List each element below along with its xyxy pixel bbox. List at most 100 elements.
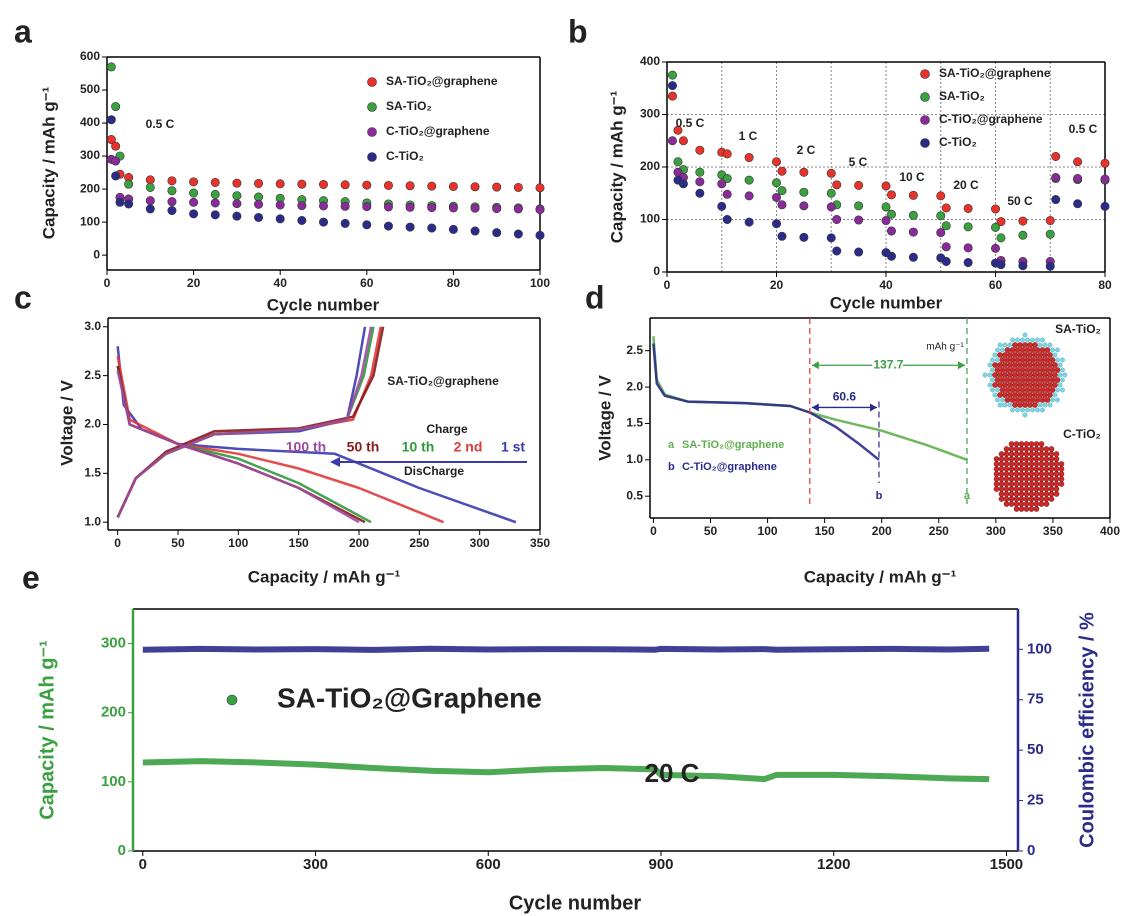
atom bbox=[1028, 461, 1035, 467]
atom bbox=[1039, 397, 1046, 403]
panel-letter: d bbox=[585, 279, 605, 315]
atom bbox=[1009, 347, 1016, 353]
data-point bbox=[936, 211, 946, 221]
data-point bbox=[362, 180, 372, 190]
atom bbox=[1052, 372, 1058, 378]
atom bbox=[1002, 342, 1008, 348]
data-point bbox=[448, 181, 458, 191]
atom bbox=[1007, 402, 1013, 408]
atom bbox=[1017, 372, 1023, 378]
legend-label: SA-TiO₂ bbox=[386, 99, 432, 113]
annotation: 20 C bbox=[645, 758, 700, 788]
atom bbox=[1044, 347, 1051, 353]
atom bbox=[995, 387, 1000, 393]
atom bbox=[1043, 471, 1050, 477]
atom bbox=[1013, 446, 1020, 452]
atom bbox=[1042, 362, 1048, 368]
atom bbox=[1058, 481, 1065, 487]
legend-marker bbox=[920, 115, 930, 125]
atom bbox=[990, 357, 995, 363]
atom bbox=[1040, 407, 1045, 413]
data-point bbox=[799, 167, 809, 177]
atom bbox=[1034, 347, 1041, 353]
atom bbox=[1049, 367, 1056, 373]
atom bbox=[1018, 481, 1025, 487]
data-point bbox=[996, 260, 1006, 270]
atom bbox=[997, 392, 1003, 398]
arrow-head bbox=[330, 457, 340, 467]
curve-tag: a bbox=[964, 490, 971, 502]
atom bbox=[1019, 377, 1026, 383]
atom bbox=[1009, 367, 1016, 373]
annotation: 1 C bbox=[739, 129, 758, 143]
atom bbox=[1018, 501, 1025, 507]
data-point bbox=[254, 212, 264, 222]
x-tick-label: 300 bbox=[303, 856, 328, 873]
data-line bbox=[142, 758, 990, 783]
atom bbox=[1033, 501, 1040, 507]
atom bbox=[1019, 347, 1026, 353]
legend-label: C-TiO₂@graphene bbox=[386, 124, 490, 138]
atom bbox=[1053, 486, 1060, 492]
data-line bbox=[116, 365, 372, 524]
atom bbox=[993, 461, 1000, 467]
data-point bbox=[106, 62, 116, 72]
data-point bbox=[297, 215, 307, 225]
y-tick-label: 300 bbox=[80, 148, 100, 162]
atom bbox=[1034, 377, 1041, 383]
atom bbox=[998, 496, 1005, 502]
atom bbox=[1039, 367, 1046, 373]
data-point bbox=[318, 217, 328, 227]
x-tick-label: 0 bbox=[664, 278, 671, 292]
atom bbox=[1033, 451, 1040, 457]
data-point bbox=[340, 180, 350, 190]
atom bbox=[1028, 501, 1035, 507]
atom bbox=[1024, 347, 1031, 353]
atom bbox=[997, 372, 1003, 378]
data-point bbox=[232, 178, 242, 188]
data-point bbox=[405, 222, 415, 232]
y-tick-label: 300 bbox=[101, 635, 126, 652]
atom bbox=[1055, 387, 1060, 393]
legend-marker bbox=[920, 69, 930, 79]
atom bbox=[1009, 397, 1016, 403]
legend-tag: a bbox=[668, 439, 675, 451]
atom bbox=[998, 476, 1005, 482]
atom bbox=[1009, 357, 1016, 363]
x-tick-label: 20 bbox=[770, 278, 784, 292]
atom bbox=[1038, 466, 1045, 472]
atom bbox=[1047, 362, 1053, 368]
atom bbox=[1038, 496, 1045, 502]
data-point bbox=[124, 199, 134, 209]
data-point bbox=[799, 232, 809, 242]
data-point bbox=[881, 216, 891, 226]
atom bbox=[1023, 496, 1030, 502]
atom bbox=[999, 357, 1006, 363]
x-tick-label: 600 bbox=[476, 856, 501, 873]
data-point bbox=[340, 218, 350, 228]
atom bbox=[982, 372, 988, 378]
atom bbox=[1002, 402, 1008, 408]
y-axis-title: Capacity / mAh g⁻¹ bbox=[36, 640, 58, 820]
annotation: 2 C bbox=[797, 143, 816, 157]
atom bbox=[997, 402, 1003, 408]
atom bbox=[1023, 451, 1030, 457]
legend-marker bbox=[226, 694, 238, 706]
data-point bbox=[189, 209, 199, 219]
x-tick-label: 80 bbox=[447, 276, 461, 290]
data-point bbox=[826, 202, 836, 212]
legend-marker bbox=[367, 127, 377, 137]
atom bbox=[1003, 446, 1010, 452]
atom bbox=[1012, 362, 1018, 368]
y-tick-label: 500 bbox=[80, 82, 100, 96]
x-tick-label: 900 bbox=[648, 856, 673, 873]
atom bbox=[1012, 402, 1018, 408]
atom bbox=[1047, 402, 1053, 408]
atom bbox=[1023, 441, 1030, 447]
x-tick-label: 200 bbox=[349, 536, 369, 550]
atom bbox=[1013, 441, 1020, 447]
data-point bbox=[963, 243, 973, 253]
data-point bbox=[1100, 201, 1110, 211]
x-tick-label: 150 bbox=[289, 536, 309, 550]
atom bbox=[1023, 471, 1030, 477]
